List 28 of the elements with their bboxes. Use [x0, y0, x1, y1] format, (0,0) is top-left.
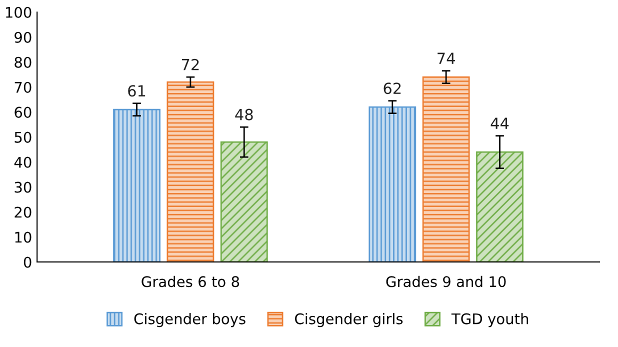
y-tick-label: 50	[14, 132, 32, 143]
y-tick-label: 20	[14, 206, 32, 218]
y-tick-label: 80	[14, 56, 32, 68]
data-label: 74	[438, 52, 455, 64]
bar	[166, 81, 214, 262]
y-tick-label: 70	[14, 82, 32, 93]
y-tick-label: 60	[14, 106, 32, 118]
y-tick-label: 30	[14, 182, 32, 193]
bar	[422, 76, 470, 262]
data-label: 44	[490, 118, 509, 129]
y-tick-label: 10	[15, 232, 32, 243]
bar	[220, 141, 268, 262]
data-label: 72	[182, 58, 199, 70]
data-label: 48	[235, 108, 253, 120]
bar	[113, 108, 160, 262]
y-tick-label: 0	[24, 256, 32, 268]
y-tick-label: 100	[6, 6, 32, 18]
legend-label: Cisgender boys	[134, 313, 246, 328]
data-label: 61	[128, 85, 146, 97]
legend-label: Cisgender girls	[295, 313, 403, 328]
y-tick-label: 90	[14, 32, 32, 43]
bar	[368, 106, 416, 262]
x-tick-label: Grades 6 to 8	[142, 276, 240, 288]
y-tick-label: 40	[14, 156, 32, 168]
x-tick-label: Grades 9 and 10	[386, 276, 506, 288]
data-label: 62	[384, 82, 401, 94]
bar	[476, 151, 524, 262]
legend-label: TGD youth	[451, 313, 528, 328]
